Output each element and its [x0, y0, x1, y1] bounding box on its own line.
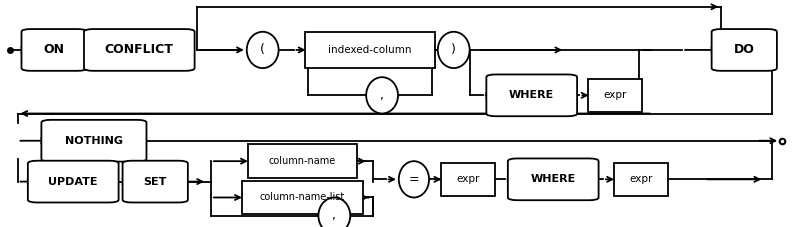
Text: expr: expr [603, 90, 627, 100]
Ellipse shape [247, 32, 279, 68]
Text: SET: SET [143, 177, 167, 187]
Text: ,: , [332, 209, 337, 222]
Text: DO: DO [734, 43, 755, 57]
FancyBboxPatch shape [712, 29, 777, 71]
FancyBboxPatch shape [41, 120, 146, 162]
Text: =: = [408, 173, 419, 186]
FancyBboxPatch shape [248, 144, 357, 178]
FancyBboxPatch shape [84, 29, 194, 71]
FancyBboxPatch shape [123, 161, 188, 202]
Ellipse shape [438, 32, 470, 68]
FancyBboxPatch shape [242, 181, 363, 214]
Text: ,: , [380, 89, 384, 102]
FancyBboxPatch shape [614, 163, 668, 196]
Text: WHERE: WHERE [531, 174, 576, 184]
Text: column-name-list: column-name-list [259, 192, 345, 202]
Ellipse shape [366, 77, 398, 114]
FancyBboxPatch shape [306, 32, 435, 68]
Text: (: ( [260, 43, 265, 57]
FancyBboxPatch shape [486, 74, 577, 116]
Text: ON: ON [44, 43, 64, 57]
Text: indexed-column: indexed-column [329, 45, 412, 55]
Text: ): ) [451, 43, 456, 57]
FancyBboxPatch shape [508, 158, 599, 200]
FancyBboxPatch shape [28, 161, 119, 202]
Text: NOTHING: NOTHING [65, 136, 123, 146]
FancyBboxPatch shape [588, 79, 642, 112]
Text: WHERE: WHERE [509, 90, 554, 100]
FancyBboxPatch shape [21, 29, 87, 71]
Text: expr: expr [629, 174, 653, 184]
Text: expr: expr [456, 174, 480, 184]
Ellipse shape [399, 161, 429, 197]
Text: CONFLICT: CONFLICT [105, 43, 174, 57]
Text: column-name: column-name [269, 156, 336, 166]
FancyBboxPatch shape [441, 163, 495, 196]
Text: UPDATE: UPDATE [49, 177, 98, 187]
Ellipse shape [318, 197, 350, 227]
